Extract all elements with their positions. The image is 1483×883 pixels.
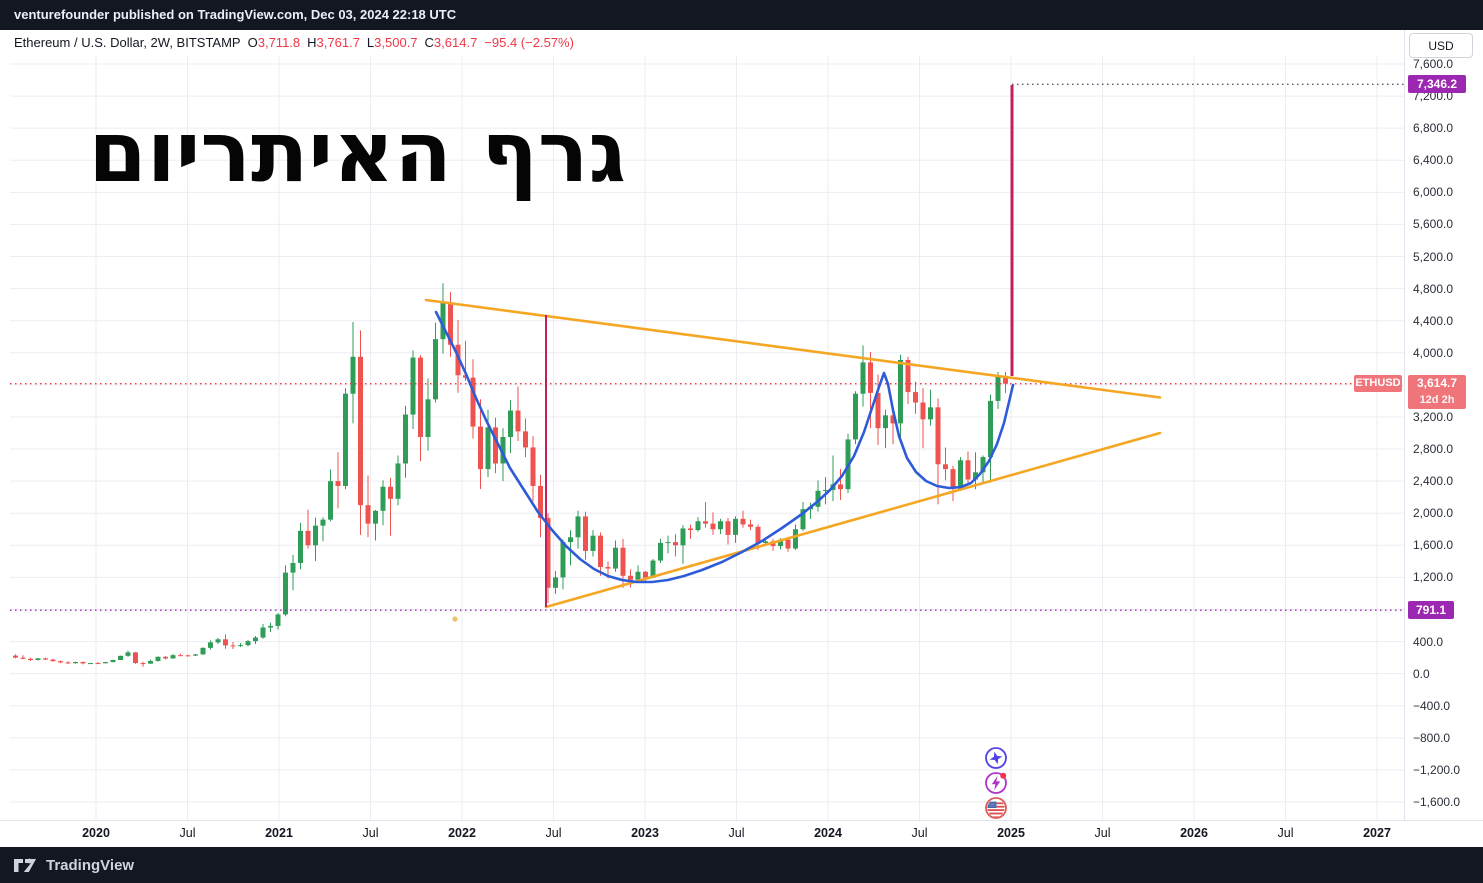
time-tick-label: 2021	[265, 826, 293, 840]
ohlc-value: 3,761.7	[316, 35, 360, 50]
symbol-title[interactable]: Ethereum / U.S. Dollar, 2W, BITSTAMP	[14, 35, 241, 50]
price-level-badge: 7,346.2	[1408, 75, 1466, 94]
ohlc-letter: H	[307, 35, 317, 50]
footer-brand-label[interactable]: TradingView	[46, 856, 135, 874]
chart-legend: Ethereum / U.S. Dollar, 2W, BITSTAMP O3,7…	[0, 30, 1414, 56]
currency-button[interactable]: USD	[1409, 33, 1473, 58]
tradingview-logo-icon[interactable]	[14, 857, 38, 874]
price-tick-label: 4,000.0	[1413, 345, 1454, 360]
time-tick-label: Jul	[911, 826, 928, 840]
ohlc-letter: O	[247, 35, 258, 50]
flag-idea-icon[interactable]	[984, 796, 1008, 820]
ohlc-letter: L	[366, 35, 375, 50]
price-tick-label: 0.0	[1413, 666, 1430, 681]
price-tick-label: 3,200.0	[1413, 409, 1454, 424]
ohlc-value: 3,711.8	[257, 35, 301, 50]
publish-info-text: venturefounder published on TradingView.…	[14, 7, 457, 22]
symbol-price-tag: ETHUSD	[1354, 375, 1402, 393]
time-tick-label: 2022	[448, 826, 476, 840]
price-tick-label: 2,000.0	[1413, 506, 1454, 521]
time-tick-label: 2023	[631, 826, 659, 840]
price-tick-label: 2,800.0	[1413, 442, 1454, 457]
ohlc-value: 3,500.7	[374, 35, 418, 50]
price-tick-label: 6,800.0	[1413, 121, 1454, 136]
price-tick-label: 6,400.0	[1413, 153, 1454, 168]
time-tick-label: 2020	[82, 826, 110, 840]
time-tick-label: Jul	[1094, 826, 1111, 840]
chart-annotation-title: גרף האיתריום	[88, 102, 626, 201]
time-tick-label: Jul	[362, 826, 379, 840]
price-tick-label: 2,400.0	[1413, 474, 1454, 489]
price-chart-canvas[interactable]	[0, 0, 1404, 847]
price-change: −95.4 (−2.57%)	[484, 35, 574, 50]
price-tick-label: 4,800.0	[1413, 281, 1454, 296]
price-tick-label: 4,400.0	[1413, 313, 1454, 328]
price-tick-label: 5,600.0	[1413, 217, 1454, 232]
time-tick-label: Jul	[1277, 826, 1294, 840]
sparkle-idea-icon[interactable]	[984, 746, 1008, 770]
time-axis[interactable]: 2020 Jul 2021 Jul 2022 Jul 2023 Jul 2024 Jul 2025 J…	[0, 820, 1483, 847]
time-tick-label: Jul	[179, 826, 196, 840]
price-axis[interactable]: USD 7,600.0 7,200.0 6,800.0 6,400.0 6,000.0 5…	[1404, 30, 1483, 847]
countdown-label: 12d 2h	[1419, 393, 1455, 406]
time-tick-label: Jul	[545, 826, 562, 840]
price-tick-label: −1,600.0	[1413, 795, 1461, 809]
time-tick-label: 2024	[814, 826, 842, 840]
time-tick-label: 2025	[997, 826, 1025, 840]
price-tick-label: 7,600.0	[1413, 57, 1454, 71]
ohlc-values: O3,711.8 H3,761.7 L3,500.7 C3,614.7	[241, 35, 478, 50]
price-tick-label: −400.0	[1413, 698, 1451, 713]
publish-info-bar: venturefounder published on TradingView.…	[0, 0, 1483, 30]
price-level-badge: 3,614.7 12d 2h	[1408, 374, 1466, 409]
price-tick-label: 6,000.0	[1413, 185, 1454, 200]
ohlc-letter: C	[424, 35, 434, 50]
price-tick-label: 1,200.0	[1413, 570, 1454, 585]
price-tick-label: −800.0	[1413, 730, 1451, 745]
lightning-idea-icon[interactable]	[984, 771, 1008, 795]
price-tick-label: −1,200.0	[1413, 762, 1461, 777]
footer-bar: TradingView	[0, 847, 1483, 883]
price-tick-label: 5,200.0	[1413, 249, 1454, 264]
time-tick-label: Jul	[728, 826, 745, 840]
price-level-badge: 791.1	[1408, 601, 1454, 620]
time-tick-label: 2026	[1180, 826, 1208, 840]
ohlc-value: 3,614.7	[433, 35, 478, 50]
price-tick-label: 400.0	[1413, 634, 1444, 649]
time-tick-label: 2027	[1363, 826, 1391, 840]
price-tick-label: 1,600.0	[1413, 538, 1454, 553]
